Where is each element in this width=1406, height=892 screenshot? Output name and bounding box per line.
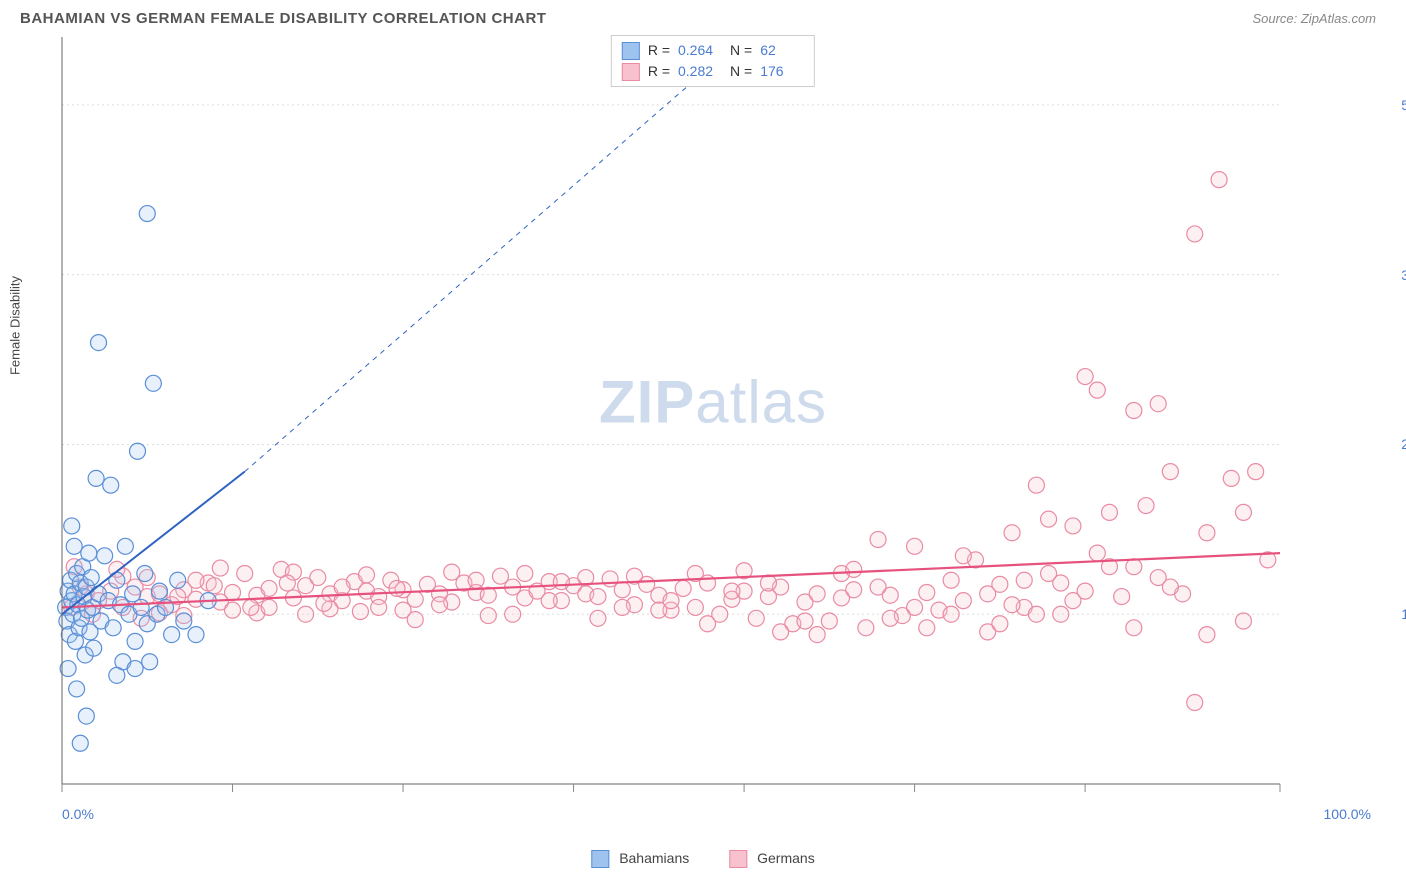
chart-title: BAHAMIAN VS GERMAN FEMALE DISABILITY COR… <box>20 10 546 27</box>
chart-area: Female Disability ZIPatlas 12.5%25.0%37.… <box>40 32 1386 802</box>
y-tick-label: 37.5% <box>1401 267 1406 283</box>
bottom-legend: Bahamians Germans <box>591 850 814 868</box>
stats-row-bahamians: R = 0.264 N = 62 <box>622 40 804 61</box>
legend-item-bahamians: Bahamians <box>591 850 689 868</box>
correlation-stats-box: R = 0.264 N = 62 R = 0.282 N = 176 <box>611 35 815 87</box>
y-tick-label: 12.5% <box>1401 606 1406 622</box>
x-max-label: 100.0% <box>1324 806 1371 822</box>
swatch-germans-icon <box>622 63 640 81</box>
legend-item-germans: Germans <box>729 850 814 868</box>
x-min-label: 0.0% <box>62 806 94 822</box>
y-tick-label: 25.0% <box>1401 436 1406 452</box>
y-tick-label: 50.0% <box>1401 97 1406 113</box>
chart-header: BAHAMIAN VS GERMAN FEMALE DISABILITY COR… <box>0 0 1406 32</box>
legend-swatch-bahamians-icon <box>591 850 609 868</box>
chart-source: Source: ZipAtlas.com <box>1252 11 1376 26</box>
swatch-bahamians-icon <box>622 42 640 60</box>
legend-swatch-germans-icon <box>729 850 747 868</box>
stats-row-germans: R = 0.282 N = 176 <box>622 61 804 82</box>
scatter-plot-svg <box>40 32 1350 802</box>
x-axis-range-labels: 0.0% 100.0% <box>62 806 1371 822</box>
y-axis-label: Female Disability <box>8 276 23 375</box>
